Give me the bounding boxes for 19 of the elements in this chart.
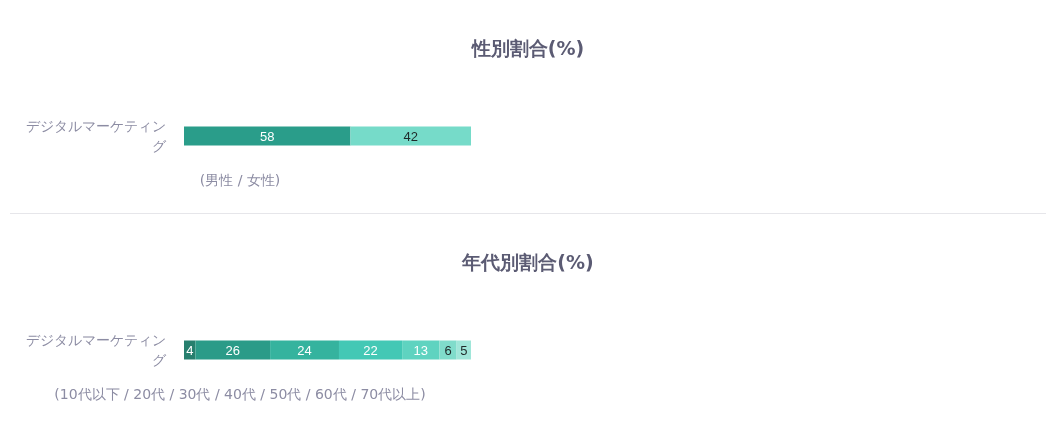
data-label: 22 — [363, 342, 378, 358]
x-axis-title: (10代以下 / 20代 / 30代 / 40代 / 50代 / 60代 / 70代以上) — [54, 386, 426, 402]
y-tick-label: デジタルマーケティング — [26, 332, 167, 368]
data-label: 24 — [297, 342, 312, 358]
bar — [270, 340, 339, 360]
text: 年代別割合(%) — [461, 250, 594, 273]
data-label: 42 — [403, 128, 418, 144]
y-tick-label: デジタルマーケティング — [26, 118, 167, 154]
data-label: 26 — [225, 342, 241, 358]
bar — [195, 340, 271, 360]
data-label: 58 — [260, 128, 275, 144]
data-label: 4 — [186, 342, 194, 358]
bar — [338, 340, 403, 360]
bar — [439, 340, 457, 360]
x-axis-title: (男性 / 女性) — [199, 172, 281, 188]
data-label: 13 — [413, 342, 429, 358]
data-label: 6 — [444, 342, 452, 358]
text: 性別割合(%) — [470, 36, 585, 59]
data-label: 5 — [460, 342, 468, 358]
